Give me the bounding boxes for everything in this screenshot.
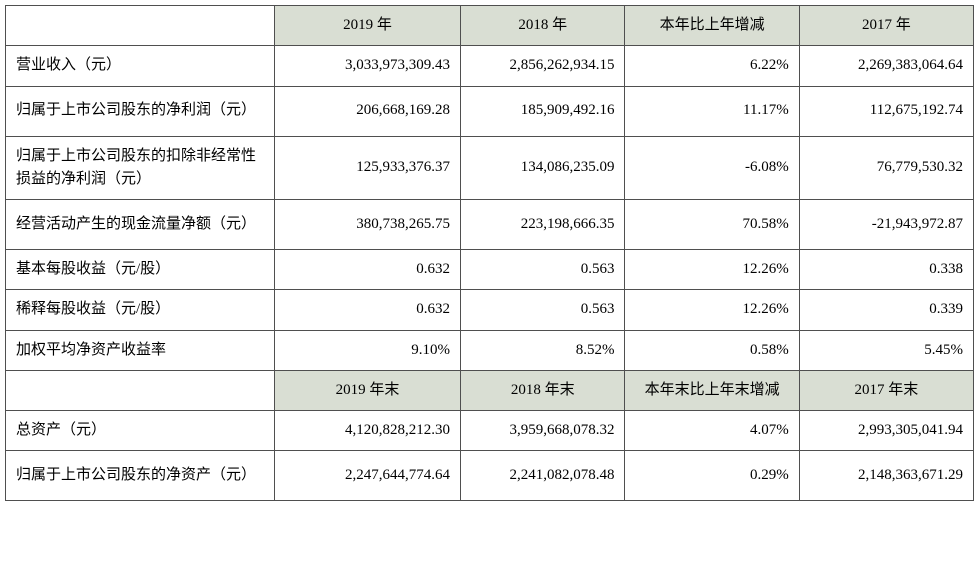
value-cell-2019: 4,120,828,212.30 bbox=[274, 409, 461, 452]
value-cell-2018: 2,856,262,934.15 bbox=[459, 45, 626, 87]
value-cell-change: 11.17% bbox=[624, 85, 800, 137]
value-cell-2017: 76,779,530.32 bbox=[798, 135, 975, 200]
header-blank-cell bbox=[4, 4, 276, 47]
value-cell-2018: 3,959,668,078.32 bbox=[459, 409, 626, 452]
table-row-net-assets: 归属于上市公司股东的净资产（元） 2,247,644,774.64 2,241,… bbox=[4, 450, 975, 502]
row-label-cell: 经营活动产生的现金流量净额（元） bbox=[4, 199, 276, 250]
row-label-cell: 基本每股收益（元/股） bbox=[4, 248, 276, 291]
header-cell-2017-end: 2017 年末 bbox=[798, 369, 975, 412]
value-cell-2018: 0.563 bbox=[459, 289, 626, 331]
header-cell-2019-end: 2019 年末 bbox=[274, 369, 461, 412]
value-cell-2017: 0.339 bbox=[798, 289, 975, 331]
financial-summary-table: 2019 年 2018 年 本年比上年增减 2017 年 营业收入（元） 3,0… bbox=[4, 4, 975, 502]
table-row-total-assets: 总资产（元） 4,120,828,212.30 3,959,668,078.32… bbox=[4, 409, 975, 452]
value-cell-2018: 134,086,235.09 bbox=[459, 135, 626, 200]
header-cell-yoy-end-change: 本年末比上年末增减 bbox=[624, 369, 800, 412]
row-label-cell: 归属于上市公司股东的净利润（元） bbox=[4, 85, 276, 137]
value-cell-2018: 223,198,666.35 bbox=[459, 199, 626, 250]
table-header-row-year: 2019 年 2018 年 本年比上年增减 2017 年 bbox=[4, 4, 975, 47]
table-row-operating-cash-flow: 经营活动产生的现金流量净额（元） 380,738,265.75 223,198,… bbox=[4, 199, 975, 250]
value-cell-change: 4.07% bbox=[624, 409, 800, 452]
value-cell-2018: 8.52% bbox=[459, 329, 626, 371]
header-cell-yoy-change: 本年比上年增减 bbox=[624, 4, 800, 47]
table-row-revenue: 营业收入（元） 3,033,973,309.43 2,856,262,934.1… bbox=[4, 45, 975, 87]
value-cell-2017: 2,148,363,671.29 bbox=[798, 450, 975, 502]
table-row-net-profit-excl-nonrecurring: 归属于上市公司股东的扣除非经常性损益的净利润（元） 125,933,376.37… bbox=[4, 135, 975, 200]
header-cell-2018-end: 2018 年末 bbox=[459, 369, 626, 412]
value-cell-2019: 206,668,169.28 bbox=[274, 85, 461, 137]
value-cell-2017: -21,943,972.87 bbox=[798, 199, 975, 250]
value-cell-2019: 3,033,973,309.43 bbox=[274, 45, 461, 87]
row-label-cell: 稀释每股收益（元/股） bbox=[4, 289, 276, 331]
value-cell-change: 0.58% bbox=[624, 329, 800, 371]
row-label-cell: 归属于上市公司股东的扣除非经常性损益的净利润（元） bbox=[4, 135, 276, 200]
value-cell-2017: 2,269,383,064.64 bbox=[798, 45, 975, 87]
table-row-weighted-avg-roe: 加权平均净资产收益率 9.10% 8.52% 0.58% 5.45% bbox=[4, 329, 975, 371]
value-cell-change: 70.58% bbox=[624, 199, 800, 250]
row-label-cell: 加权平均净资产收益率 bbox=[4, 329, 276, 371]
header-blank-cell bbox=[4, 369, 276, 412]
value-cell-2017: 112,675,192.74 bbox=[798, 85, 975, 137]
value-cell-2019: 9.10% bbox=[274, 329, 461, 371]
table-row-diluted-eps: 稀释每股收益（元/股） 0.632 0.563 12.26% 0.339 bbox=[4, 289, 975, 331]
value-cell-2019: 0.632 bbox=[274, 289, 461, 331]
value-cell-2018: 185,909,492.16 bbox=[459, 85, 626, 137]
value-cell-change: 12.26% bbox=[624, 289, 800, 331]
header-cell-2017: 2017 年 bbox=[798, 4, 975, 47]
header-cell-2018: 2018 年 bbox=[459, 4, 626, 47]
value-cell-2018: 2,241,082,078.48 bbox=[459, 450, 626, 502]
value-cell-2017: 0.338 bbox=[798, 248, 975, 291]
value-cell-2019: 0.632 bbox=[274, 248, 461, 291]
header-cell-2019: 2019 年 bbox=[274, 4, 461, 47]
value-cell-2019: 380,738,265.75 bbox=[274, 199, 461, 250]
value-cell-change: 6.22% bbox=[624, 45, 800, 87]
value-cell-change: 0.29% bbox=[624, 450, 800, 502]
value-cell-2019: 2,247,644,774.64 bbox=[274, 450, 461, 502]
table-row-basic-eps: 基本每股收益（元/股） 0.632 0.563 12.26% 0.338 bbox=[4, 248, 975, 291]
table-header-row-year-end: 2019 年末 2018 年末 本年末比上年末增减 2017 年末 bbox=[4, 369, 975, 412]
value-cell-2017: 5.45% bbox=[798, 329, 975, 371]
value-cell-change: -6.08% bbox=[624, 135, 800, 200]
row-label-cell: 总资产（元） bbox=[4, 409, 276, 452]
row-label-cell: 归属于上市公司股东的净资产（元） bbox=[4, 450, 276, 502]
value-cell-2019: 125,933,376.37 bbox=[274, 135, 461, 200]
value-cell-2017: 2,993,305,041.94 bbox=[798, 409, 975, 452]
table-row-net-profit: 归属于上市公司股东的净利润（元） 206,668,169.28 185,909,… bbox=[4, 85, 975, 137]
value-cell-change: 12.26% bbox=[624, 248, 800, 291]
row-label-cell: 营业收入（元） bbox=[4, 45, 276, 87]
value-cell-2018: 0.563 bbox=[459, 248, 626, 291]
